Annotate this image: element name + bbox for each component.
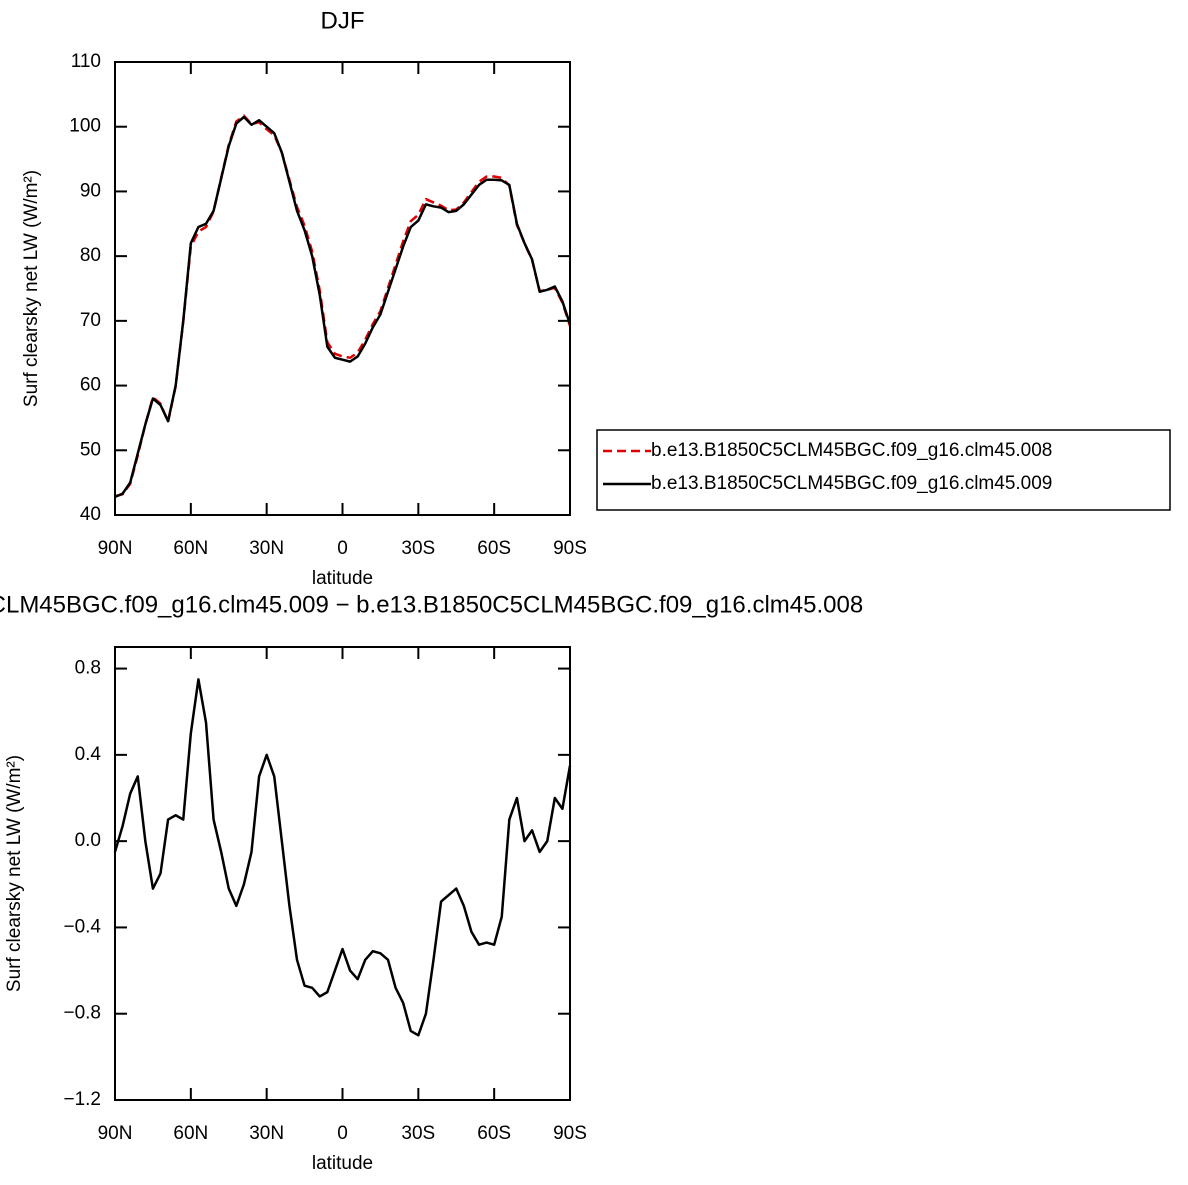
x-tick-label: 30N	[249, 1123, 284, 1144]
y-tick-label: 0.8	[75, 658, 101, 679]
y-tick-label: 0.0	[75, 830, 101, 851]
y-tick-label: 60	[80, 375, 101, 396]
y-tick-label: −0.8	[63, 1003, 101, 1024]
data-line	[113, 678, 572, 1037]
legend-label: b.e13.B1850C5CLM45BGC.f09_g16.clm45.008	[651, 440, 1052, 461]
x-tick-label: 90N	[98, 538, 133, 559]
x-tick-label: 0	[337, 1123, 348, 1144]
data-line	[114, 115, 572, 499]
x-tick-label: 60N	[173, 538, 208, 559]
y-axis-label: Surf clearsky net LW (W/m²)	[4, 755, 25, 992]
plot-frame	[114, 61, 571, 516]
x-tick-label: 0	[337, 538, 348, 559]
x-tick-label: 30S	[401, 538, 435, 559]
y-tick-label: −1.2	[63, 1089, 101, 1110]
legend-label: b.e13.B1850C5CLM45BGC.f09_g16.clm45.009	[651, 473, 1052, 494]
x-tick-label: 60N	[173, 1123, 208, 1144]
y-axis-label: Surf clearsky net LW (W/m²)	[21, 170, 42, 407]
y-tick-label: 80	[80, 245, 101, 266]
y-tick-label: 100	[69, 116, 101, 137]
data-line	[114, 114, 572, 498]
x-tick-label: 60S	[477, 538, 511, 559]
y-tick-label: 40	[80, 504, 101, 525]
x-tick-label: 90S	[553, 1123, 587, 1144]
x-tick-label: 60S	[477, 1123, 511, 1144]
chart-title: DJF	[321, 7, 365, 34]
legend-box	[596, 429, 1171, 511]
y-tick-label: 50	[80, 439, 101, 460]
y-tick-label: 0.4	[75, 744, 102, 765]
x-tick-label: 30N	[249, 538, 284, 559]
x-axis-label: latitude	[312, 1153, 373, 1174]
y-tick-label: 70	[80, 310, 101, 331]
chart-title: b.e13.B1850C5CLM45BGC.f09_g16.clm45.009 …	[0, 591, 863, 618]
x-axis-label: latitude	[312, 568, 373, 589]
x-tick-label: 90N	[98, 1123, 133, 1144]
y-tick-label: −0.4	[63, 916, 101, 937]
y-tick-label: 110	[71, 51, 101, 72]
y-tick-label: 90	[80, 180, 101, 201]
plot-frame	[114, 646, 571, 1101]
x-tick-label: 30S	[401, 1123, 435, 1144]
x-tick-label: 90S	[553, 538, 587, 559]
